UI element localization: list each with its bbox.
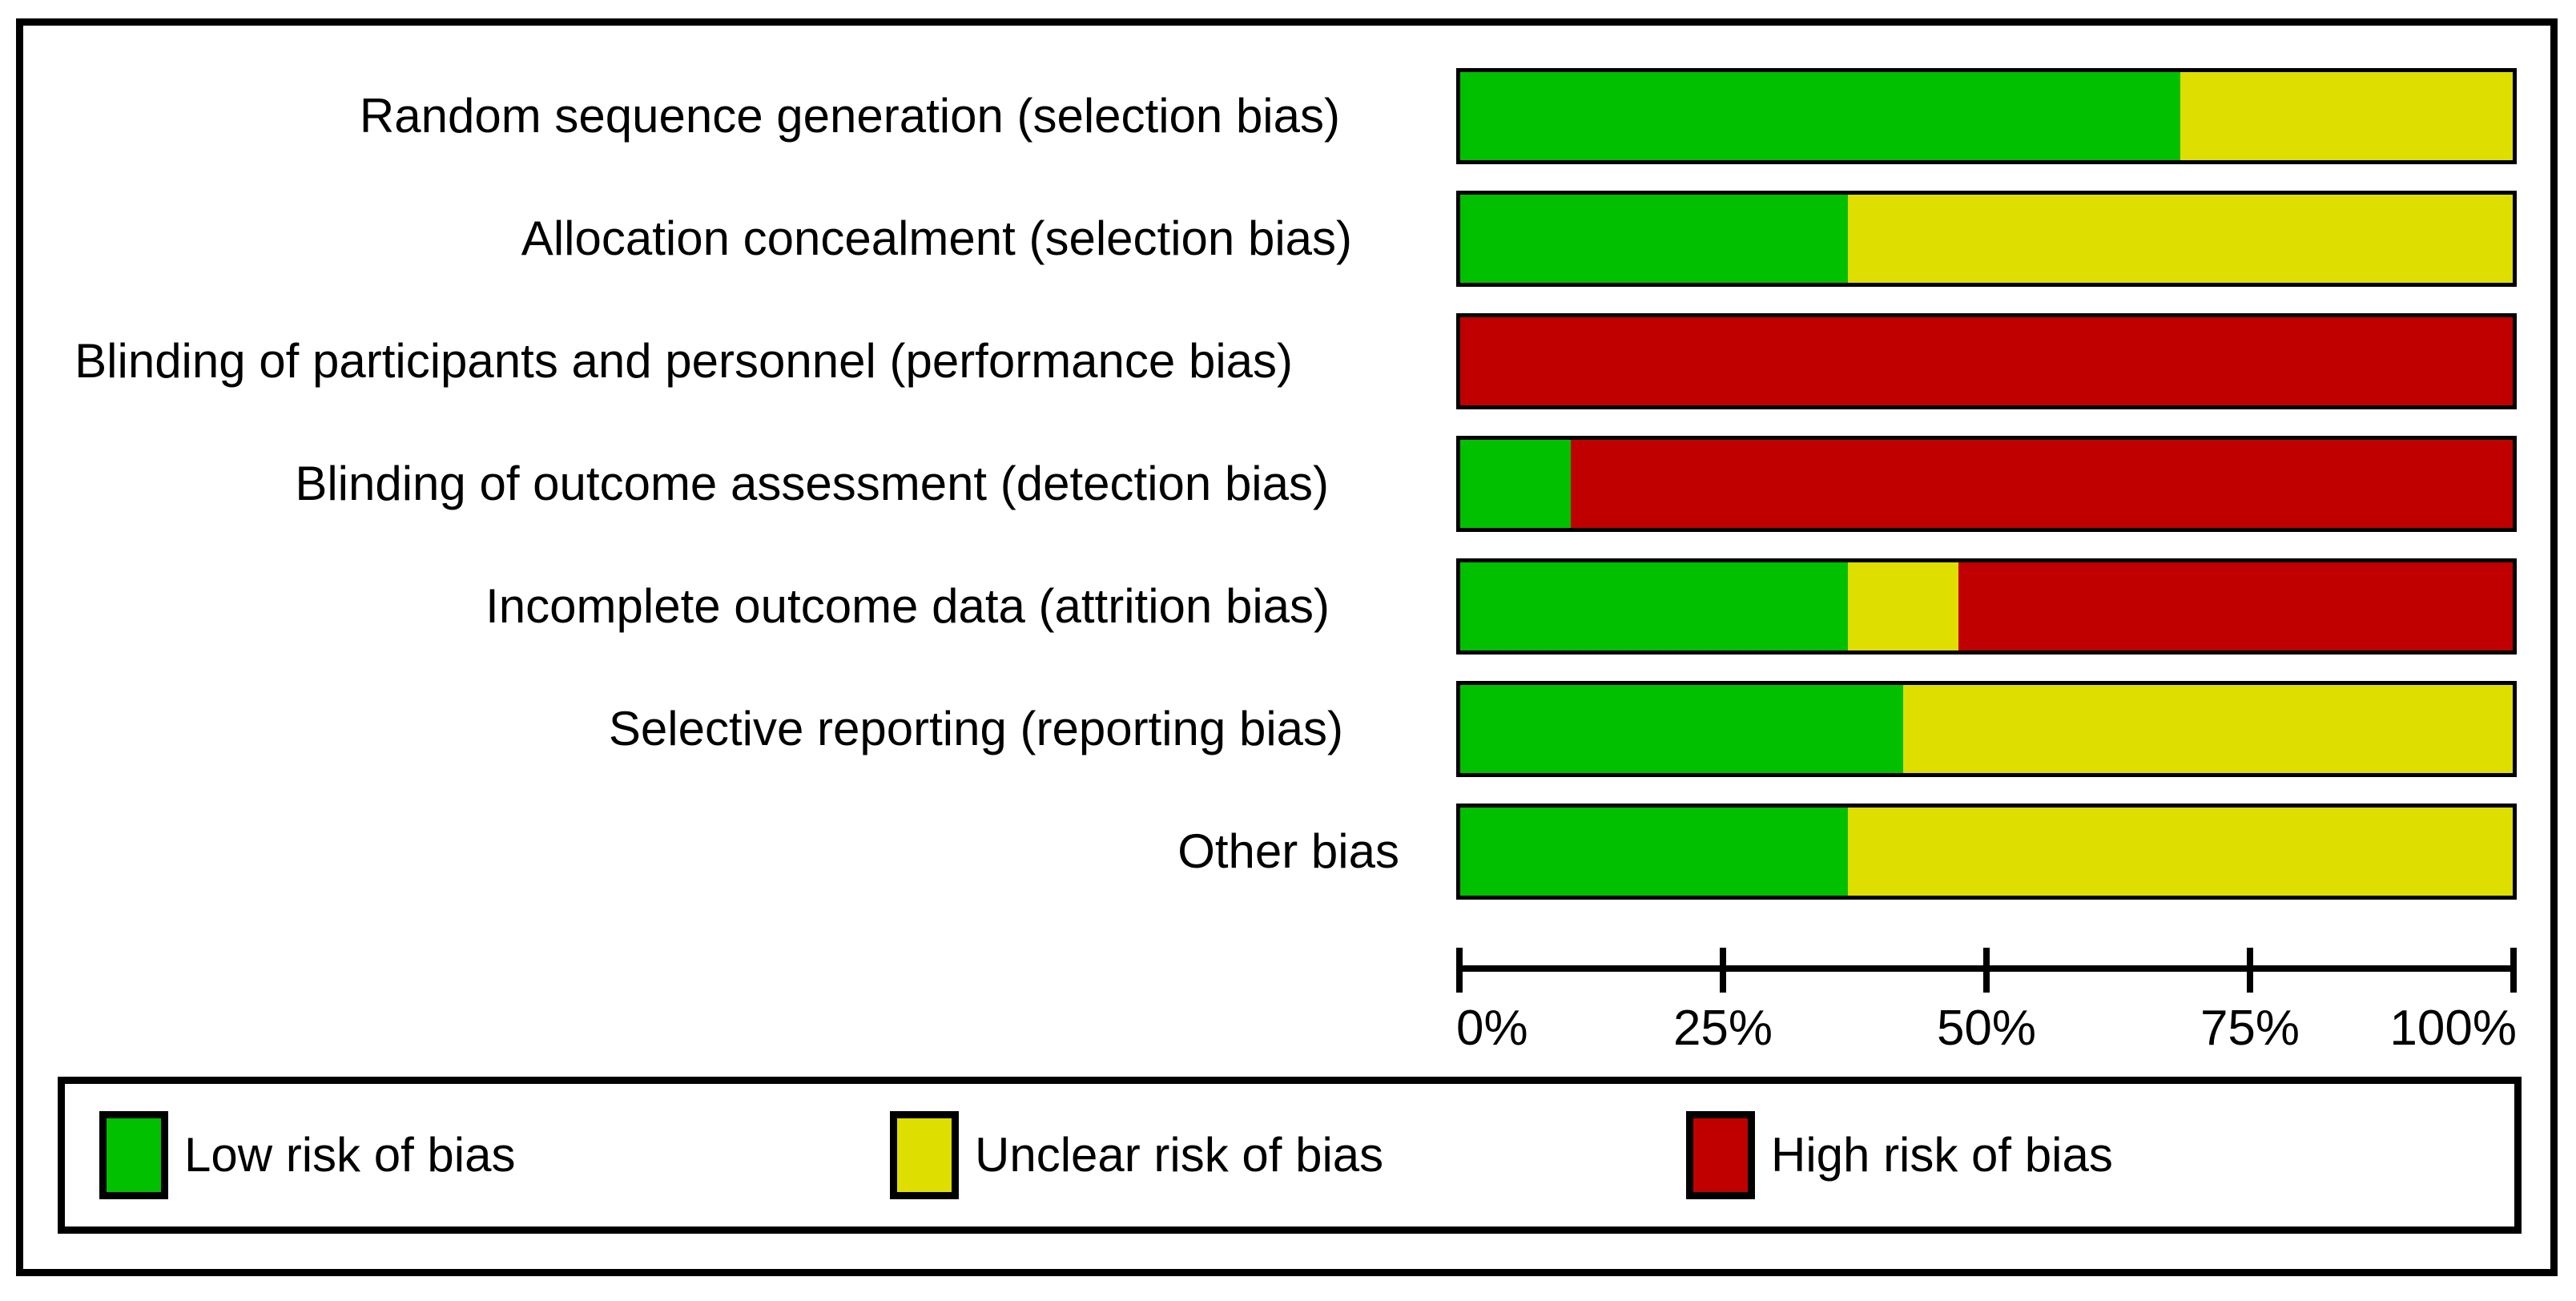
bar-row: Allocation concealment (selection bias) (23, 191, 2517, 287)
bar-segment-unclear (2180, 72, 2513, 160)
x-axis (1456, 948, 2517, 993)
stacked-bar (1456, 804, 2517, 900)
bar-row: Other bias (23, 804, 2517, 900)
stacked-bar (1456, 558, 2517, 655)
axis-tick (2247, 948, 2253, 993)
category-label: Blinding of outcome assessment (detectio… (295, 457, 1329, 510)
axis-tick-label: 100% (2389, 1001, 2517, 1056)
bar-rows: Random sequence generation (selection bi… (23, 68, 2517, 926)
axis-tick (1456, 948, 1463, 993)
axis-tick-label: 25% (1672, 1001, 1773, 1056)
stacked-bar (1456, 681, 2517, 777)
bar-segment-low (1460, 685, 1904, 773)
legend-swatch-high (1686, 1111, 1755, 1199)
bar-row: Incomplete outcome data (attrition bias) (23, 558, 2517, 655)
axis-tick (1720, 948, 1726, 993)
category-label: Allocation concealment (selection bias) (521, 211, 1352, 265)
axis-tick (1983, 948, 1990, 993)
stacked-bar (1456, 191, 2517, 287)
bar-segment-high (1570, 440, 2513, 528)
legend-swatch-unclear (890, 1111, 959, 1199)
category-label: Blinding of participants and personnel (… (74, 334, 1293, 388)
legend-label: Unclear risk of bias (975, 1128, 1384, 1182)
bar-row: Selective reporting (reporting bias) (23, 681, 2517, 777)
axis-tick (2510, 948, 2517, 993)
stacked-bar (1456, 313, 2517, 409)
legend: Low risk of bias Unclear risk of bias Hi… (58, 1077, 2522, 1234)
category-label: Incomplete outcome data (attrition bias) (485, 579, 1330, 633)
legend-item-unclear: Unclear risk of bias (890, 1084, 1383, 1226)
legend-swatch-low (99, 1111, 168, 1199)
bar-segment-unclear (1903, 685, 2513, 773)
legend-label: High risk of bias (1771, 1128, 2113, 1182)
bar-row: Blinding of outcome assessment (detectio… (23, 436, 2517, 532)
category-label: Random sequence generation (selection bi… (359, 89, 1340, 143)
legend-label: Low risk of bias (184, 1128, 516, 1182)
bar-row: Random sequence generation (selection bi… (23, 68, 2517, 164)
axis-tick-label: 50% (1936, 1001, 2037, 1056)
bar-segment-high (1958, 562, 2513, 650)
bar-segment-low (1460, 562, 1849, 650)
legend-item-low: Low risk of bias (99, 1084, 516, 1226)
stacked-bar (1456, 68, 2517, 164)
bar-segment-low (1460, 808, 1848, 896)
x-axis-labels: 0% 25% 50% 75% 100% (1456, 998, 2517, 1062)
bar-segment-unclear (1847, 195, 2513, 283)
legend-item-high: High risk of bias (1686, 1084, 2113, 1226)
category-label: Selective reporting (reporting bias) (608, 702, 1343, 755)
bar-segment-low (1460, 195, 1848, 283)
category-label: Other bias (1177, 824, 1399, 878)
figure-frame: Random sequence generation (selection bi… (16, 18, 2558, 1276)
axis-tick-label: 75% (2200, 1001, 2300, 1056)
bar-segment-low (1460, 72, 2180, 160)
bar-segment-low (1460, 440, 1571, 528)
bar-row: Blinding of participants and personnel (… (23, 313, 2517, 409)
bar-segment-unclear (1847, 808, 2513, 896)
bar-segment-high (1460, 317, 2513, 405)
bar-segment-unclear (1848, 562, 1959, 650)
axis-tick-label: 0% (1456, 1001, 1528, 1056)
stacked-bar (1456, 436, 2517, 532)
